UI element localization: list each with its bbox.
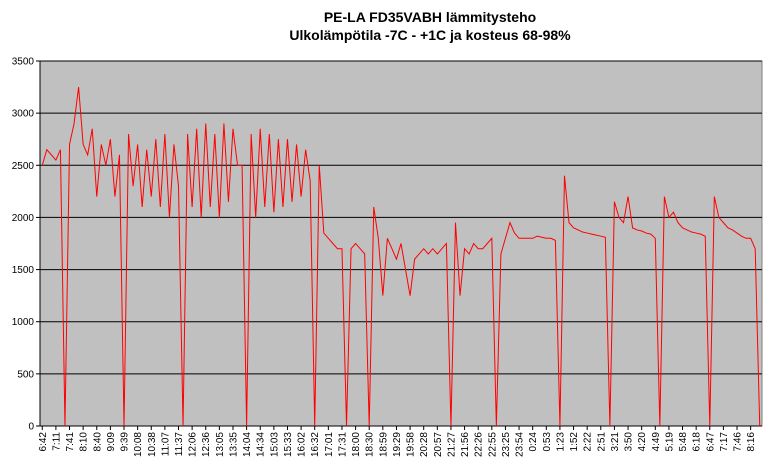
x-tick-label: 8:16 (746, 432, 757, 452)
x-tick-label: 9:39 (120, 432, 131, 452)
x-tick-label: 22:55 (487, 432, 498, 457)
chart-title: PE-LA FD35VABH lämmitysteho (324, 9, 536, 25)
x-tick-label: 11:37 (174, 432, 185, 457)
y-tick-label: 2000 (12, 213, 35, 224)
x-tick-label: 17:01 (324, 432, 335, 457)
x-tick-label: 15:03 (269, 432, 280, 457)
x-tick-label: 0:24 (528, 432, 539, 452)
x-tick-label: 6:47 (705, 432, 716, 452)
x-tick-label: 6:18 (692, 432, 703, 452)
x-tick-label: 20:28 (419, 432, 430, 457)
y-tick-label: 3000 (12, 109, 35, 120)
y-tick-label: 0 (28, 422, 34, 433)
x-tick-label: 16:02 (297, 432, 308, 457)
x-tick-label: 20:57 (433, 432, 444, 457)
x-tick-label: 2:51 (596, 432, 607, 452)
x-tick-label: 17:31 (337, 432, 348, 457)
x-tick-label: 5:19 (664, 432, 675, 452)
x-tick-label: 14:04 (242, 432, 253, 457)
y-tick-label: 3500 (12, 57, 35, 68)
x-tick-label: 2:22 (583, 432, 594, 452)
y-tick-label: 500 (17, 369, 34, 380)
x-tick-label: 3:50 (624, 432, 635, 452)
x-tick-label: 13:05 (215, 432, 226, 457)
x-tick-label: 21:27 (446, 432, 457, 457)
x-tick-label: 5:48 (678, 432, 689, 452)
x-tick-label: 12:06 (188, 432, 199, 457)
x-tick-label: 12:36 (201, 432, 212, 457)
x-tick-label: 8:10 (79, 432, 90, 452)
x-tick-label: 10:08 (133, 432, 144, 457)
y-tick-label: 2500 (12, 161, 35, 172)
y-tick-label: 1000 (12, 317, 35, 328)
x-tick-label: 22:26 (474, 432, 485, 457)
x-tick-label: 6:42 (38, 432, 49, 452)
x-tick-label: 15:33 (283, 432, 294, 457)
x-tick-label: 19:29 (392, 432, 403, 457)
x-tick-label: 0:53 (542, 432, 553, 452)
x-tick-label: 13:35 (228, 432, 239, 457)
x-tick-label: 23:54 (515, 432, 526, 457)
x-tick-label: 8:40 (92, 432, 103, 452)
x-tick-label: 1:52 (569, 432, 580, 452)
x-tick-label: 3:21 (610, 432, 621, 452)
x-tick-label: 7:41 (65, 432, 76, 452)
x-tick-label: 18:59 (378, 432, 389, 457)
x-tick-label: 1:23 (555, 432, 566, 452)
x-tick-label: 16:32 (310, 432, 321, 457)
x-tick-label: 14:34 (256, 432, 267, 457)
data-line (41, 87, 761, 427)
x-tick-label: 7:17 (719, 432, 730, 452)
y-tick-label: 1500 (12, 265, 35, 276)
x-tick-label: 23:25 (501, 432, 512, 457)
x-tick-label: 10:38 (147, 432, 158, 457)
x-tick-label: 7:11 (51, 432, 62, 451)
x-tick-label: 11:07 (160, 432, 171, 457)
chart-subtitle: Ulkolämpötila -7C - +1C ja kosteus 68-98… (289, 27, 571, 43)
x-tick-label: 9:09 (106, 432, 117, 452)
x-tick-label: 18:00 (351, 432, 362, 457)
x-tick-label: 19:58 (406, 432, 417, 457)
x-tick-label: 4:49 (651, 432, 662, 452)
x-tick-label: 7:46 (733, 432, 744, 452)
x-tick-label: 18:30 (365, 432, 376, 457)
x-tick-label: 4:20 (637, 432, 648, 452)
x-tick-label: 21:56 (460, 432, 471, 457)
